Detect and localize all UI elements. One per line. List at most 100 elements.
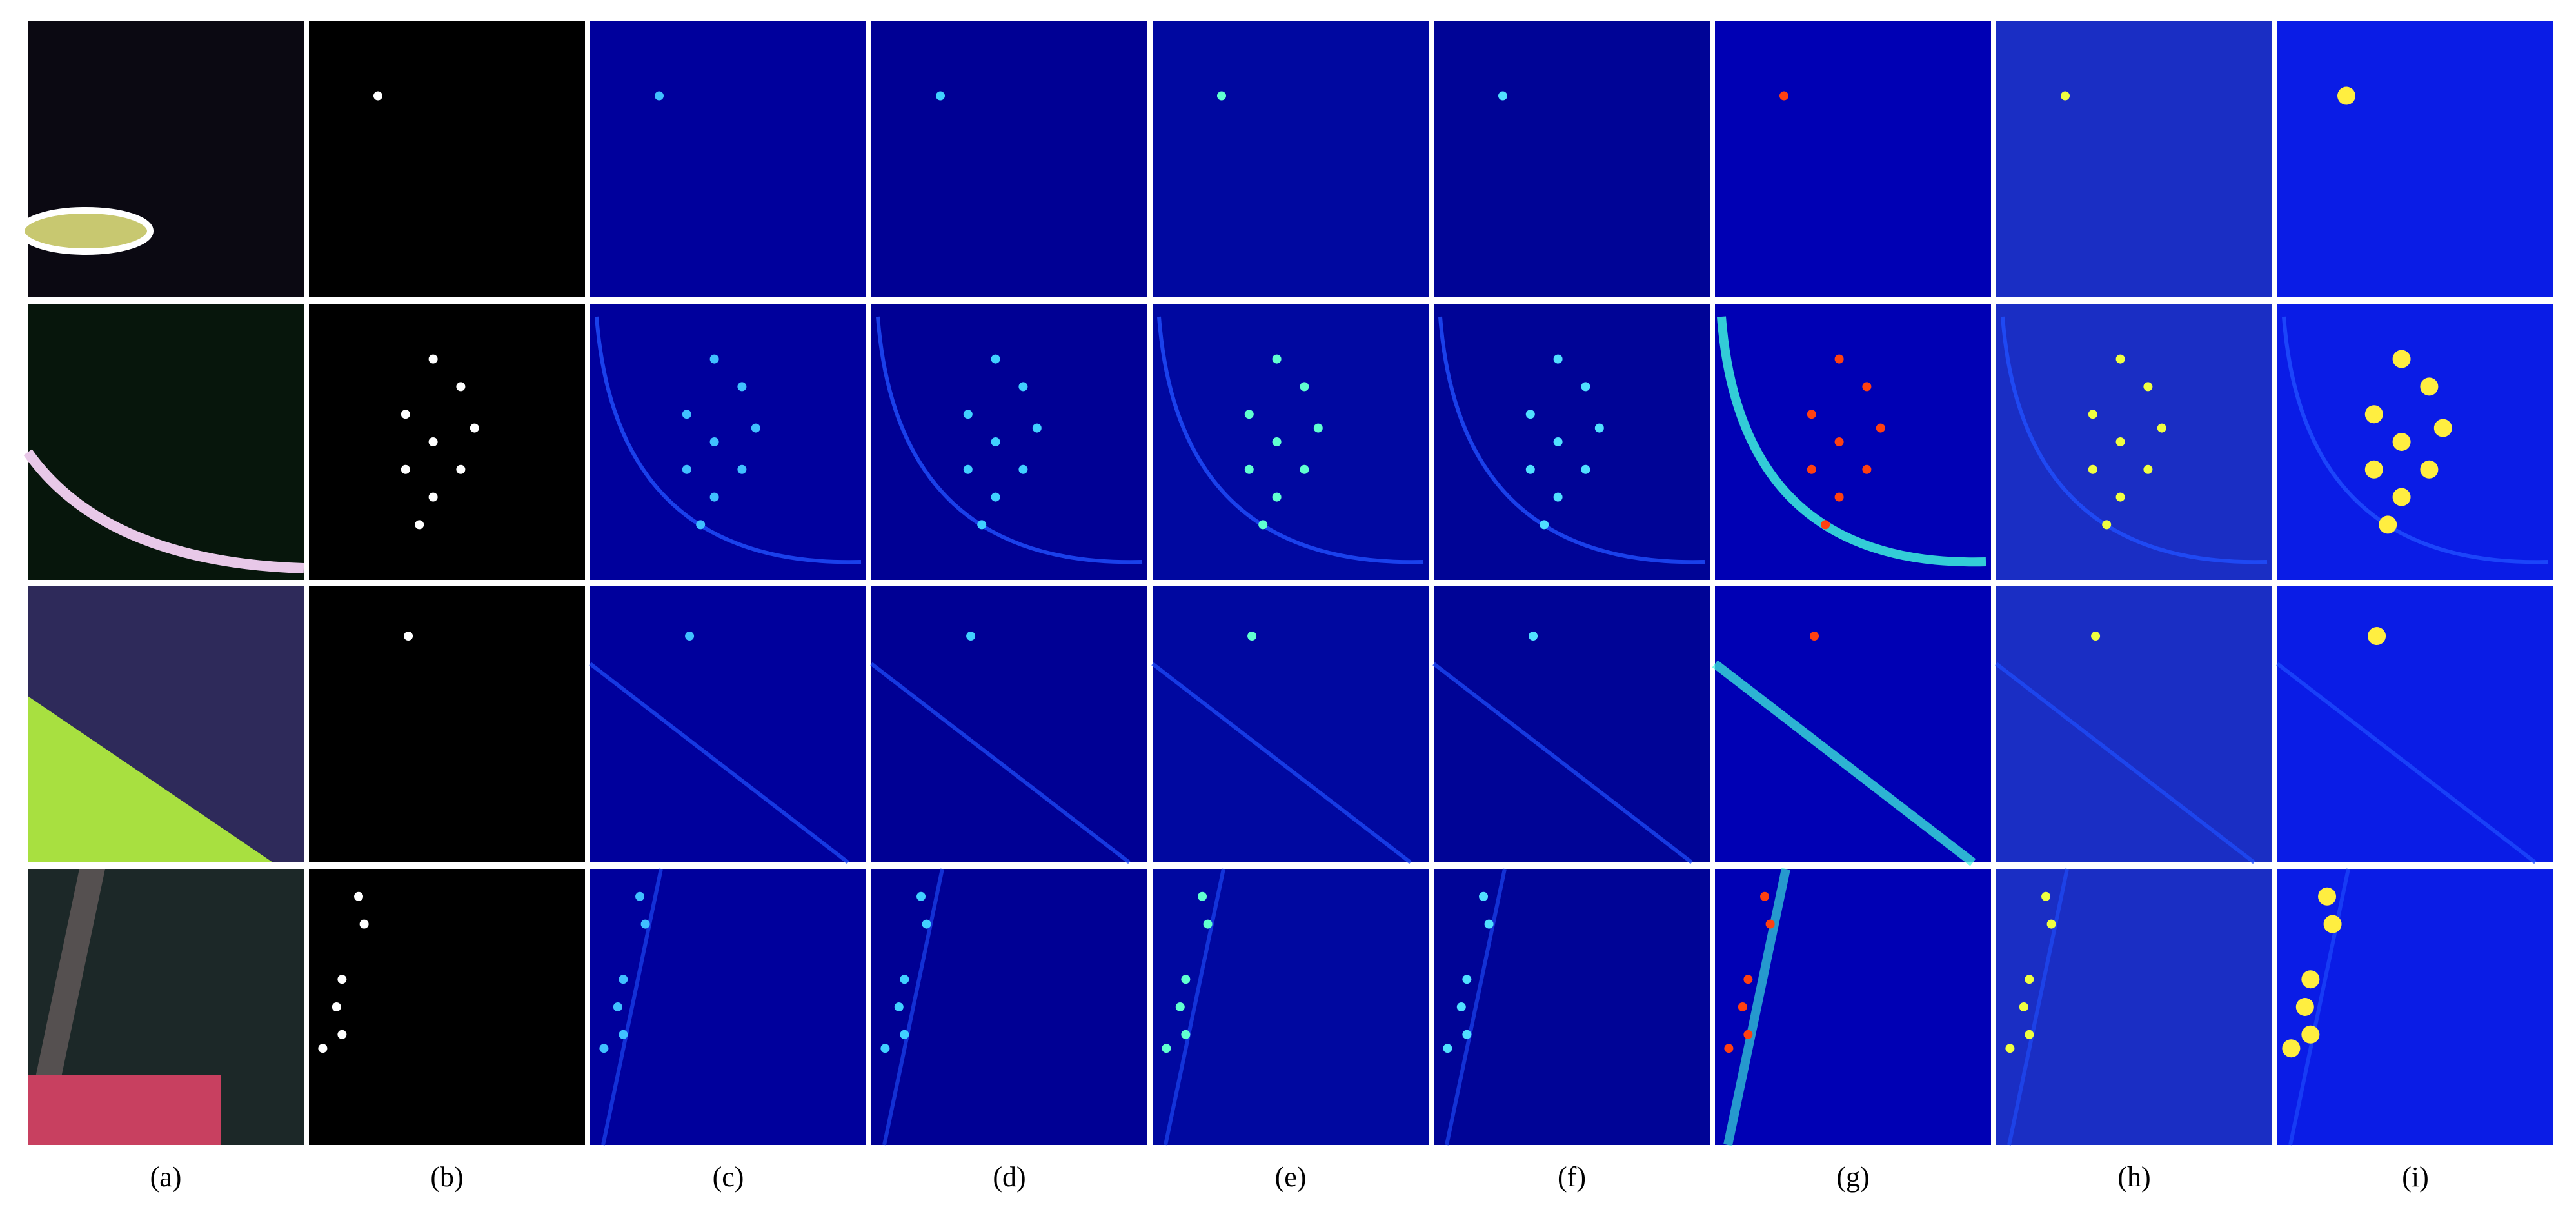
panel-image bbox=[1715, 21, 1991, 297]
target bbox=[1462, 1030, 1472, 1039]
target bbox=[1456, 1002, 1466, 1011]
target bbox=[2025, 1030, 2034, 1039]
panel-image bbox=[871, 586, 1147, 862]
caption: (h) bbox=[2117, 1161, 2150, 1193]
target bbox=[737, 464, 747, 474]
panel bbox=[1153, 21, 1429, 297]
target bbox=[2041, 891, 2051, 901]
panel-image bbox=[590, 304, 866, 580]
target bbox=[373, 91, 382, 101]
target bbox=[1594, 423, 1604, 433]
caption: (a) bbox=[150, 1161, 182, 1193]
panel bbox=[1715, 21, 1991, 297]
target bbox=[1738, 1002, 1747, 1011]
caption: (b) bbox=[430, 1161, 463, 1193]
panel bbox=[1153, 868, 1429, 1146]
target bbox=[1834, 437, 1844, 446]
panel-image bbox=[1153, 304, 1429, 580]
target bbox=[2282, 1039, 2301, 1058]
target bbox=[1443, 1044, 1452, 1053]
target bbox=[2143, 464, 2153, 474]
target bbox=[428, 437, 438, 446]
scene-edge bbox=[2288, 868, 2350, 1146]
panel-image bbox=[1996, 21, 2272, 297]
panel bbox=[1996, 868, 2272, 1146]
target bbox=[966, 632, 976, 641]
target bbox=[2337, 86, 2355, 105]
panel-image bbox=[590, 21, 866, 297]
panel bbox=[870, 586, 1147, 864]
target bbox=[2301, 970, 2320, 989]
scene-edge bbox=[1438, 316, 1705, 564]
target bbox=[1162, 1044, 1171, 1053]
panel-image bbox=[2277, 869, 2553, 1145]
target bbox=[1018, 382, 1028, 392]
panel-image bbox=[1434, 586, 1710, 862]
target bbox=[696, 520, 706, 530]
target bbox=[1553, 354, 1563, 364]
panel bbox=[871, 304, 1147, 580]
panel bbox=[1712, 586, 1991, 866]
target bbox=[619, 1030, 628, 1039]
target bbox=[1498, 91, 1507, 101]
scene-edge bbox=[1723, 868, 1790, 1146]
target bbox=[401, 464, 410, 474]
panel bbox=[309, 586, 585, 862]
panel-image bbox=[1996, 869, 2272, 1145]
panel-image bbox=[1434, 21, 1710, 297]
target bbox=[415, 520, 424, 530]
panel-image bbox=[28, 304, 304, 580]
panel bbox=[1432, 586, 1710, 864]
panel-image bbox=[309, 21, 585, 297]
target bbox=[2046, 919, 2056, 929]
target bbox=[1724, 1044, 1734, 1053]
caption: (g) bbox=[1836, 1161, 1869, 1193]
target bbox=[404, 632, 413, 641]
target bbox=[1525, 464, 1535, 474]
scene-edge bbox=[595, 316, 862, 564]
target bbox=[1217, 91, 1226, 101]
target bbox=[2102, 520, 2112, 530]
target bbox=[963, 410, 973, 419]
panel-image bbox=[2277, 586, 2553, 862]
target bbox=[1553, 492, 1563, 502]
target bbox=[1479, 891, 1489, 901]
panel-image bbox=[1434, 304, 1710, 580]
target bbox=[1272, 437, 1282, 446]
panel bbox=[590, 21, 866, 297]
target bbox=[1300, 382, 1309, 392]
panel-image bbox=[309, 586, 585, 862]
target bbox=[682, 464, 691, 474]
scene-feature bbox=[18, 207, 154, 255]
target bbox=[337, 1030, 347, 1039]
panel bbox=[23, 304, 304, 580]
scene-edge bbox=[1164, 868, 1225, 1146]
target bbox=[2157, 423, 2166, 433]
target bbox=[318, 1044, 328, 1053]
scene-edge bbox=[2282, 316, 2549, 564]
target bbox=[2392, 350, 2411, 368]
scene-edge bbox=[1445, 868, 1507, 1146]
panel bbox=[1996, 21, 2272, 297]
scene-edge bbox=[1157, 316, 1424, 564]
target bbox=[332, 1002, 341, 1011]
target bbox=[428, 492, 438, 502]
panel-image bbox=[1996, 304, 2272, 580]
panel bbox=[1715, 304, 1991, 580]
scene-feature bbox=[23, 449, 304, 573]
target bbox=[685, 632, 695, 641]
target bbox=[2295, 998, 2314, 1016]
panel-image bbox=[28, 21, 304, 297]
target bbox=[900, 975, 909, 984]
target bbox=[936, 91, 945, 101]
target bbox=[991, 492, 1000, 502]
target bbox=[599, 1044, 609, 1053]
panel-image bbox=[871, 21, 1147, 297]
panel bbox=[28, 586, 304, 862]
target bbox=[1862, 464, 1872, 474]
target bbox=[1581, 382, 1590, 392]
target bbox=[709, 492, 719, 502]
target bbox=[2019, 1002, 2028, 1011]
target bbox=[2420, 377, 2439, 396]
panel bbox=[1715, 868, 1991, 1146]
